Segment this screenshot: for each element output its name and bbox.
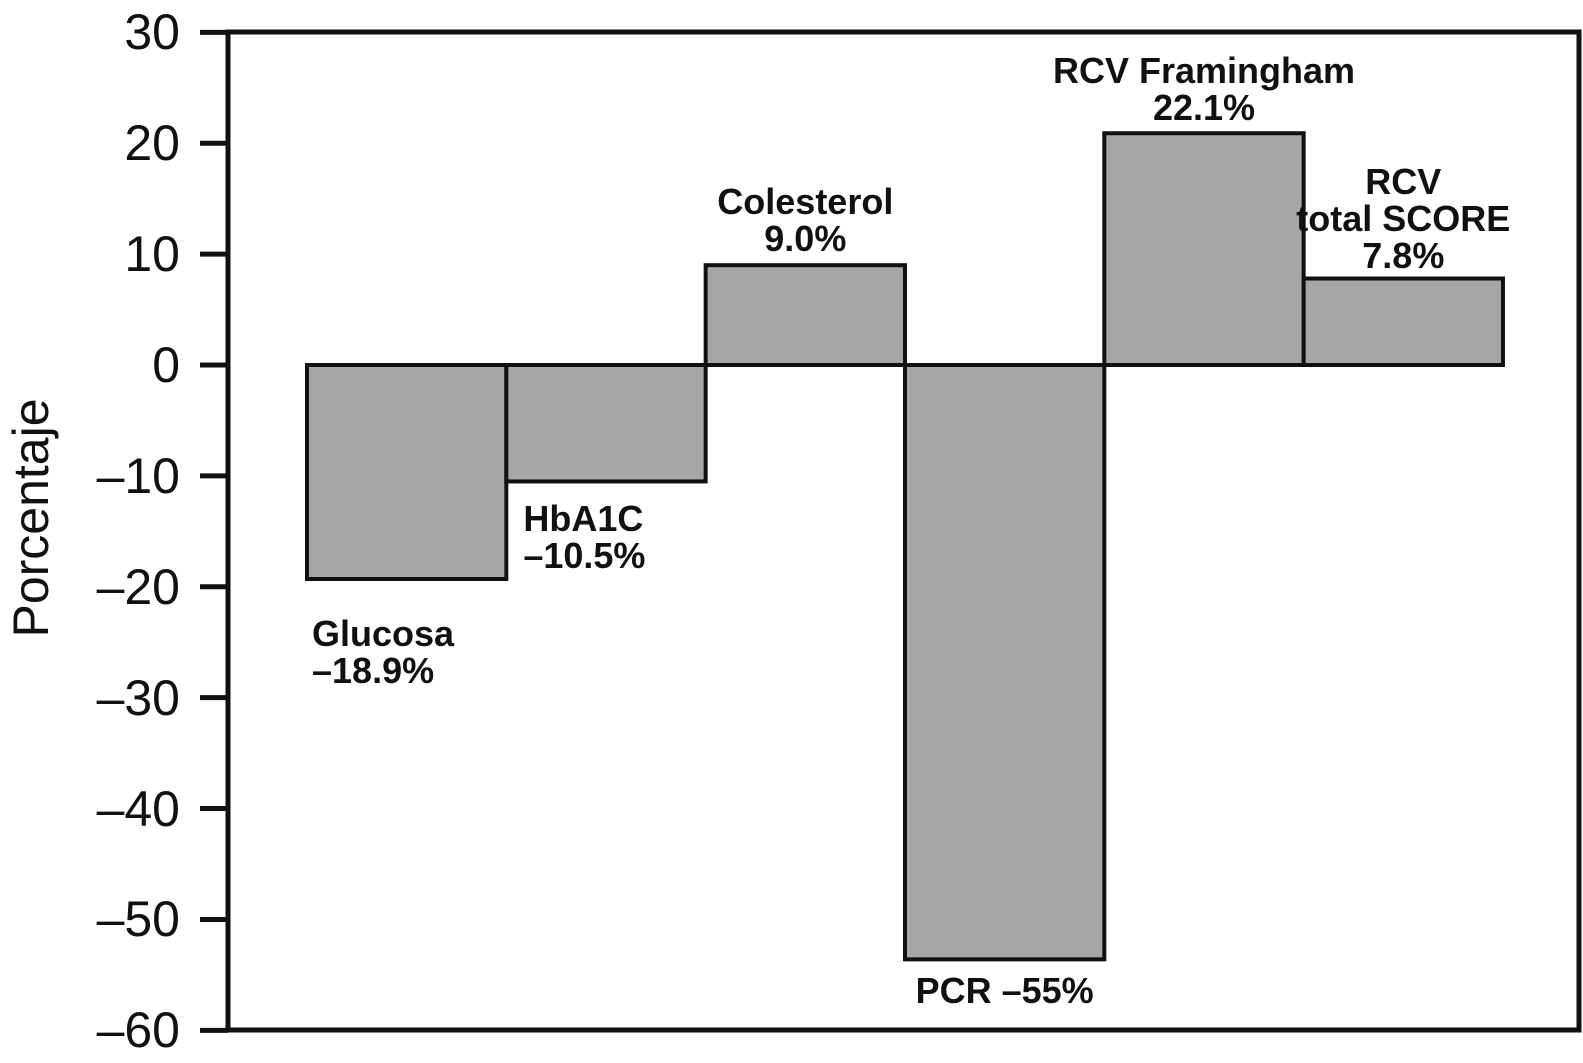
y-tick-label: –30: [96, 669, 180, 726]
bar-label-line: Colesterol: [717, 181, 894, 223]
bar-hba1c: [504, 363, 708, 484]
bar-label-colesterol: Colesterol 9.0%: [717, 183, 893, 257]
bar-rcv-framingham: [1102, 131, 1306, 367]
bar-label-line: PCR –55%: [915, 970, 1094, 1012]
bar-label-line: total SCORE: [1296, 197, 1511, 239]
y-tick-label: –60: [96, 1002, 180, 1059]
bar-rcv-total-score: [1301, 276, 1505, 368]
y-tick-label: –50: [96, 891, 180, 948]
bar-label-pcr: PCR –55%: [916, 972, 1094, 1009]
y-tick-label: –40: [96, 780, 180, 837]
bar-label-rcv-total-score: RCV total SCORE 7.8%: [1296, 163, 1510, 274]
bar-glucosa: [305, 363, 509, 582]
bar-label-line: 22.1%: [1152, 87, 1256, 129]
bar-label-line: RCV Framingham: [1052, 50, 1356, 92]
bar-label-hba1c: HbA1C –10.5%: [523, 500, 645, 574]
bar-label-line: –10.5%: [523, 535, 646, 577]
plot-box: [225, 29, 1582, 1033]
bar-pcr: [902, 363, 1107, 962]
y-tick-label: 30: [124, 4, 180, 61]
y-tick-label: –20: [96, 558, 180, 615]
y-tick-label: 20: [124, 115, 180, 172]
bar-label-line: RCV: [1365, 160, 1442, 202]
bar-label-line: –18.9%: [312, 650, 435, 692]
bar-label-line: HbA1C: [523, 498, 644, 540]
bar-label-rcv-framingham: RCV Framingham 22.1%: [1053, 52, 1355, 126]
y-tick-label: 0: [152, 337, 180, 393]
y-tick-label: 10: [124, 226, 180, 283]
bar-label-glucosa: Glucosa –18.9%: [312, 615, 454, 689]
bar-label-line: Glucosa: [312, 613, 455, 655]
bar-label-line: 9.0%: [764, 218, 847, 260]
y-tick-label: –10: [96, 447, 180, 504]
bar-colesterol: [703, 263, 907, 367]
bar-label-line: 7.8%: [1362, 234, 1445, 276]
